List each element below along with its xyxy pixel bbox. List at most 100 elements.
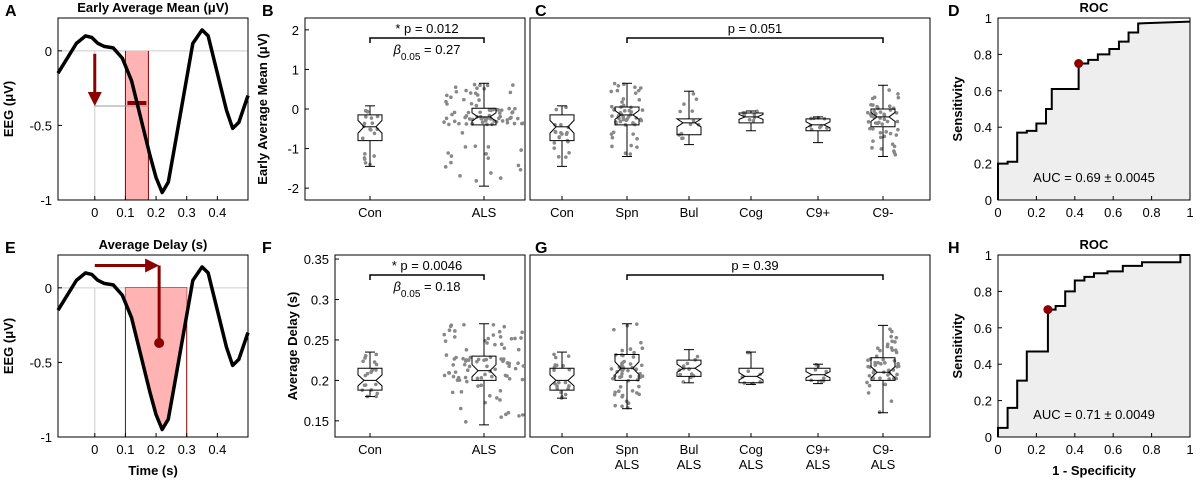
window-shade (125, 50, 149, 200)
data-point (682, 102, 686, 106)
data-point (688, 122, 693, 127)
data-point (453, 329, 457, 333)
data-point (493, 367, 497, 372)
x-tick-label: 0.6 (1104, 205, 1122, 220)
data-point (458, 406, 463, 411)
x-tick-label: 0.4 (1066, 442, 1084, 457)
x-tick-label-2: ALS (871, 457, 896, 472)
data-point (678, 109, 682, 114)
x-tick-label: 1 (1186, 205, 1193, 220)
data-point (508, 90, 513, 95)
axes-frame (529, 17, 931, 201)
data-point (618, 385, 623, 389)
x-axis-label: 1 - Specificity (1052, 463, 1137, 478)
x-tick-label: 0 (994, 442, 1001, 457)
data-point (566, 354, 571, 358)
panel-letter: B (262, 3, 274, 20)
data-point (485, 341, 489, 345)
x-tick-label: Bul (680, 442, 699, 457)
data-point (467, 364, 472, 369)
data-point (447, 122, 451, 127)
data-point (619, 374, 624, 379)
data-point (890, 329, 894, 334)
data-point (512, 121, 517, 126)
data-point (483, 372, 487, 377)
data-point (634, 322, 639, 326)
data-point (633, 85, 637, 89)
data-point (628, 362, 633, 366)
y-axis-label: Early Average Mean (μV) (255, 33, 270, 185)
data-point (553, 355, 558, 360)
x-tick-label: Bul (680, 205, 699, 220)
x-tick-label: Spn (615, 205, 638, 220)
x-tick-label: Con (550, 442, 574, 457)
mean-arrow-head (87, 92, 102, 107)
eeg-waveform (56, 265, 250, 432)
data-point (620, 393, 625, 398)
y-tick-label: 0.6 (974, 84, 992, 99)
y-tick-label: 0.2 (974, 157, 992, 172)
x-tick-label: 0 (91, 205, 98, 220)
data-point (513, 106, 517, 111)
data-point (813, 368, 818, 372)
data-point (894, 111, 899, 115)
data-point (635, 391, 639, 395)
x-tick-label-2: ALS (615, 457, 640, 472)
data-point (889, 334, 893, 339)
data-point (638, 375, 643, 379)
data-point (887, 88, 891, 92)
data-point (476, 357, 481, 362)
data-point (636, 88, 641, 93)
data-point (881, 357, 885, 362)
data-point (451, 374, 456, 379)
data-point (889, 346, 894, 350)
data-point (640, 108, 645, 112)
data-point (872, 109, 876, 114)
data-point (630, 389, 635, 393)
data-point (621, 103, 626, 108)
p-value-text: p = 0.051 (728, 21, 783, 36)
data-point (449, 95, 453, 100)
data-point (462, 362, 467, 367)
roc-curve (997, 20, 1191, 200)
data-point (475, 376, 480, 381)
data-point (629, 110, 634, 114)
data-point (484, 357, 489, 362)
significance-bracket (369, 274, 485, 280)
data-point (491, 322, 496, 327)
data-point (893, 348, 898, 352)
x-tick-label: 0.2 (1027, 205, 1045, 220)
panel-E: E Average Delay (s) EEG (μV) Time (s) 0 0.1 0.… (1, 237, 250, 478)
data-point (447, 371, 452, 375)
y-tick-label: 0.4 (974, 357, 992, 372)
data-point (878, 348, 882, 353)
data-point (635, 136, 639, 141)
data-point (511, 83, 515, 87)
data-point (893, 152, 898, 157)
data-point (473, 144, 478, 148)
data-point (500, 119, 505, 123)
data-point (449, 160, 453, 165)
x-tick-label: 0.4 (208, 442, 226, 457)
panel-letter: C (535, 3, 547, 20)
data-point (362, 383, 367, 388)
data-point (464, 88, 468, 93)
data-point (610, 114, 614, 118)
box-Cog (738, 112, 764, 124)
x-tick-label: 1 (1186, 442, 1193, 457)
panel-D: D ROC Sensitivity AUC = 0.69 ± 0.0045 0 0.2 0.… (948, 0, 1194, 220)
panel-H: H ROC Sensitivity 1 - Specificity AUC = 0.71… (948, 237, 1194, 478)
data-point (515, 116, 520, 121)
data-point (889, 399, 894, 403)
data-point (613, 403, 617, 408)
box-Spn (614, 106, 640, 126)
panel-title: ROC (1080, 237, 1110, 252)
data-point (879, 147, 884, 151)
data-point (694, 97, 699, 101)
x-tick-label-2: ALS (806, 457, 831, 472)
x-tick-label: C9- (873, 442, 894, 457)
data-point (501, 359, 505, 363)
y-tick-label: 0.6 (974, 321, 992, 336)
data-point (552, 352, 556, 357)
